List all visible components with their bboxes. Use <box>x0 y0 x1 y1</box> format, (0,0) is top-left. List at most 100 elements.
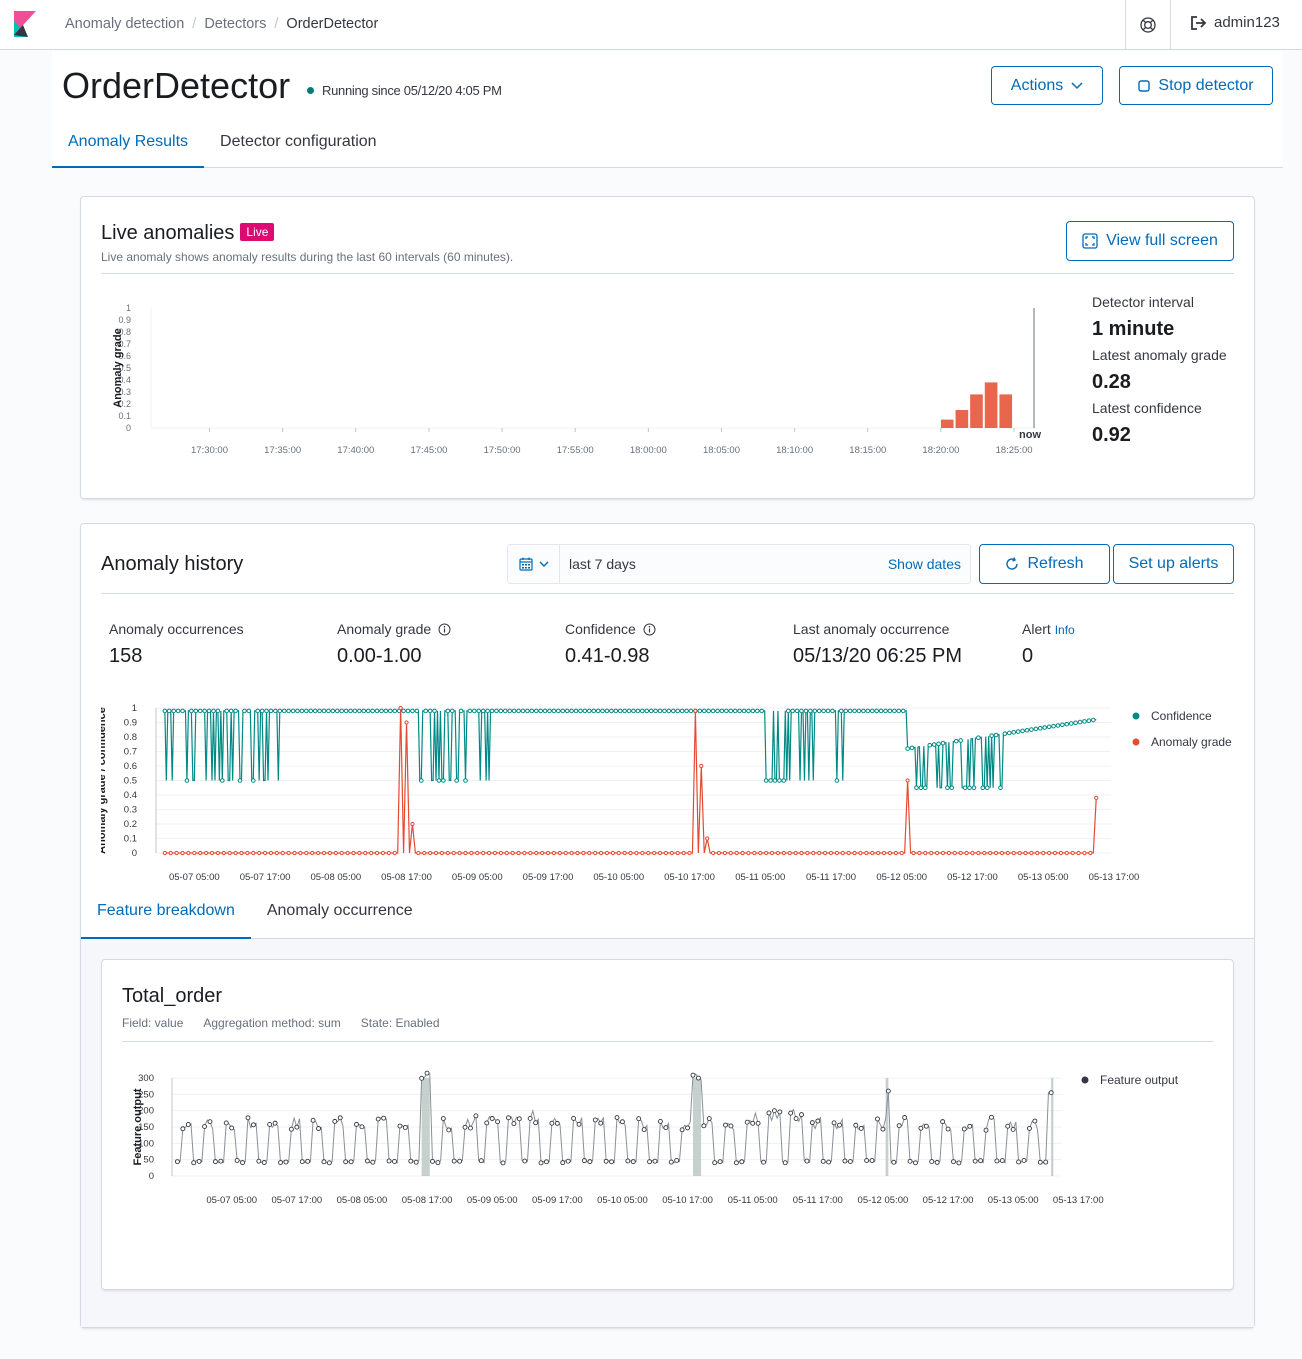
feature-output-point <box>261 1160 267 1165</box>
confidence-point <box>441 778 446 783</box>
refresh-button[interactable]: Refresh <box>979 544 1110 584</box>
breadcrumb: Anomaly detection / Detectors / OrderDet… <box>65 16 379 32</box>
feature-output-point <box>999 1158 1005 1163</box>
feature-title: Total_order <box>122 985 223 1007</box>
actions-button[interactable]: Actions <box>991 66 1103 105</box>
feature-output-point <box>354 1121 359 1127</box>
anomaly-grade-point <box>504 850 509 856</box>
feature-output-point <box>256 1158 262 1164</box>
confidence-point <box>454 778 459 783</box>
anomaly-grade-point <box>781 850 786 856</box>
feature-output-point <box>793 1116 799 1121</box>
y-tick-label: 0.8 <box>118 327 131 337</box>
anomaly-grade-point <box>699 763 704 769</box>
feature-state: State: Enabled <box>360 1016 440 1030</box>
info-icon[interactable] <box>643 623 656 636</box>
kibana-logo-icon[interactable] <box>14 11 36 37</box>
feature-output-point <box>375 1116 381 1122</box>
tab-feature-breakdown[interactable]: Feature breakdown <box>81 894 251 939</box>
live-anomalies-title-text: Live anomalies <box>101 222 235 244</box>
confidence-point <box>710 708 716 714</box>
y-tick-label: 0.2 <box>118 399 131 409</box>
feature-output-point <box>516 1116 522 1122</box>
anomaly-grade-point <box>162 850 167 856</box>
confidence-point <box>746 708 751 714</box>
x-tick-label: 05-12 17:00 <box>923 1195 974 1206</box>
feature-field: Field: value <box>122 1016 184 1030</box>
anomaly-bar <box>940 419 954 428</box>
feature-output-point <box>554 1120 560 1126</box>
confidence-point <box>578 708 583 714</box>
feature-output-point <box>549 1120 555 1126</box>
feature-output-point <box>869 1158 875 1163</box>
feature-output-point <box>902 1115 908 1120</box>
feature-output-point <box>885 1088 891 1094</box>
x-tick-label: 05-08 05:00 <box>337 1195 388 1206</box>
tab-detector-configuration[interactable]: Detector configuration <box>220 133 377 150</box>
show-dates-link[interactable]: Show dates <box>887 556 961 572</box>
y-tick-label: 0.9 <box>124 718 137 729</box>
feature-output-point <box>581 1158 587 1164</box>
confidence-point <box>1060 722 1065 728</box>
confidence-point <box>724 708 729 714</box>
anomaly-grade-point <box>198 850 203 856</box>
confidence-point <box>993 732 999 738</box>
anomaly-grade-point <box>852 850 857 856</box>
user-menu[interactable]: admin123 <box>1190 14 1280 31</box>
date-range-text[interactable]: last 7 days <box>569 556 636 572</box>
confidence-point <box>250 778 256 783</box>
feature-output-point <box>430 1158 435 1164</box>
feature-output-point <box>598 1120 604 1126</box>
quick-select-button[interactable] <box>508 545 560 583</box>
tab-anomaly-occurrence[interactable]: Anomaly occurrence <box>266 902 413 919</box>
chevron-down-icon <box>1071 81 1083 89</box>
view-full-screen-button[interactable]: View full screen <box>1066 221 1234 261</box>
confidence-point <box>688 708 694 714</box>
divider <box>101 273 1234 274</box>
anomaly-grade-point <box>481 850 486 856</box>
status-text: Running since 05/12/20 4:05 PM <box>322 83 502 98</box>
confidence-point <box>449 708 455 714</box>
confidence-point <box>1029 727 1034 732</box>
help-button[interactable] <box>1125 0 1171 50</box>
anomaly-grade-point <box>999 850 1005 856</box>
anomaly-grade-point <box>598 850 604 856</box>
breadcrumb-detectors[interactable]: Detectors <box>204 16 267 32</box>
y-tick-label: 0 <box>149 1171 154 1182</box>
confidence-point <box>883 708 888 714</box>
confidence-point <box>365 708 371 714</box>
anomaly-history-title: Anomaly history <box>101 553 244 575</box>
anomaly-grade-point <box>1017 850 1022 856</box>
tab-anomaly-results[interactable]: Anomaly Results <box>52 125 205 168</box>
x-tick-label: 05-08 05:00 <box>310 872 361 883</box>
view-full-screen-label: View full screen <box>1106 232 1218 249</box>
confidence-point <box>1051 723 1056 729</box>
confidence-point <box>1091 717 1096 723</box>
anomaly-grade-point <box>923 850 928 856</box>
feature-output-point <box>565 1158 571 1164</box>
stop-detector-button[interactable]: Stop detector <box>1119 66 1273 105</box>
confidence-point <box>268 708 274 714</box>
stat-grade-label: Anomaly grade <box>337 621 451 637</box>
latest-grade-label: Latest anomaly grade <box>1092 347 1227 363</box>
set-up-alerts-button[interactable]: Set up alerts <box>1113 544 1234 584</box>
breadcrumb-anomaly-detection[interactable]: Anomaly detection <box>65 16 185 32</box>
info-icon[interactable] <box>438 623 451 636</box>
feature-output-point <box>619 1119 625 1125</box>
feature-output-point <box>695 1075 701 1081</box>
feature-output-point <box>478 1158 484 1164</box>
x-tick-label: 05-10 17:00 <box>664 872 715 883</box>
anomaly-grade-point <box>486 850 492 856</box>
confidence-point <box>785 708 791 714</box>
legend-dot <box>1132 738 1140 746</box>
x-tick-label: 05-12 05:00 <box>858 1195 909 1206</box>
confidence-point <box>233 708 238 714</box>
anomaly-grade-point <box>575 850 580 856</box>
anomaly-band <box>692 1078 702 1176</box>
feature-output-point <box>978 1158 984 1164</box>
confidence-point <box>790 708 795 714</box>
confidence-point <box>410 708 415 714</box>
anomaly-grade-point <box>587 850 592 856</box>
anomaly-grade-point <box>958 850 963 856</box>
alert-info-link[interactable]: Info <box>1054 623 1075 637</box>
